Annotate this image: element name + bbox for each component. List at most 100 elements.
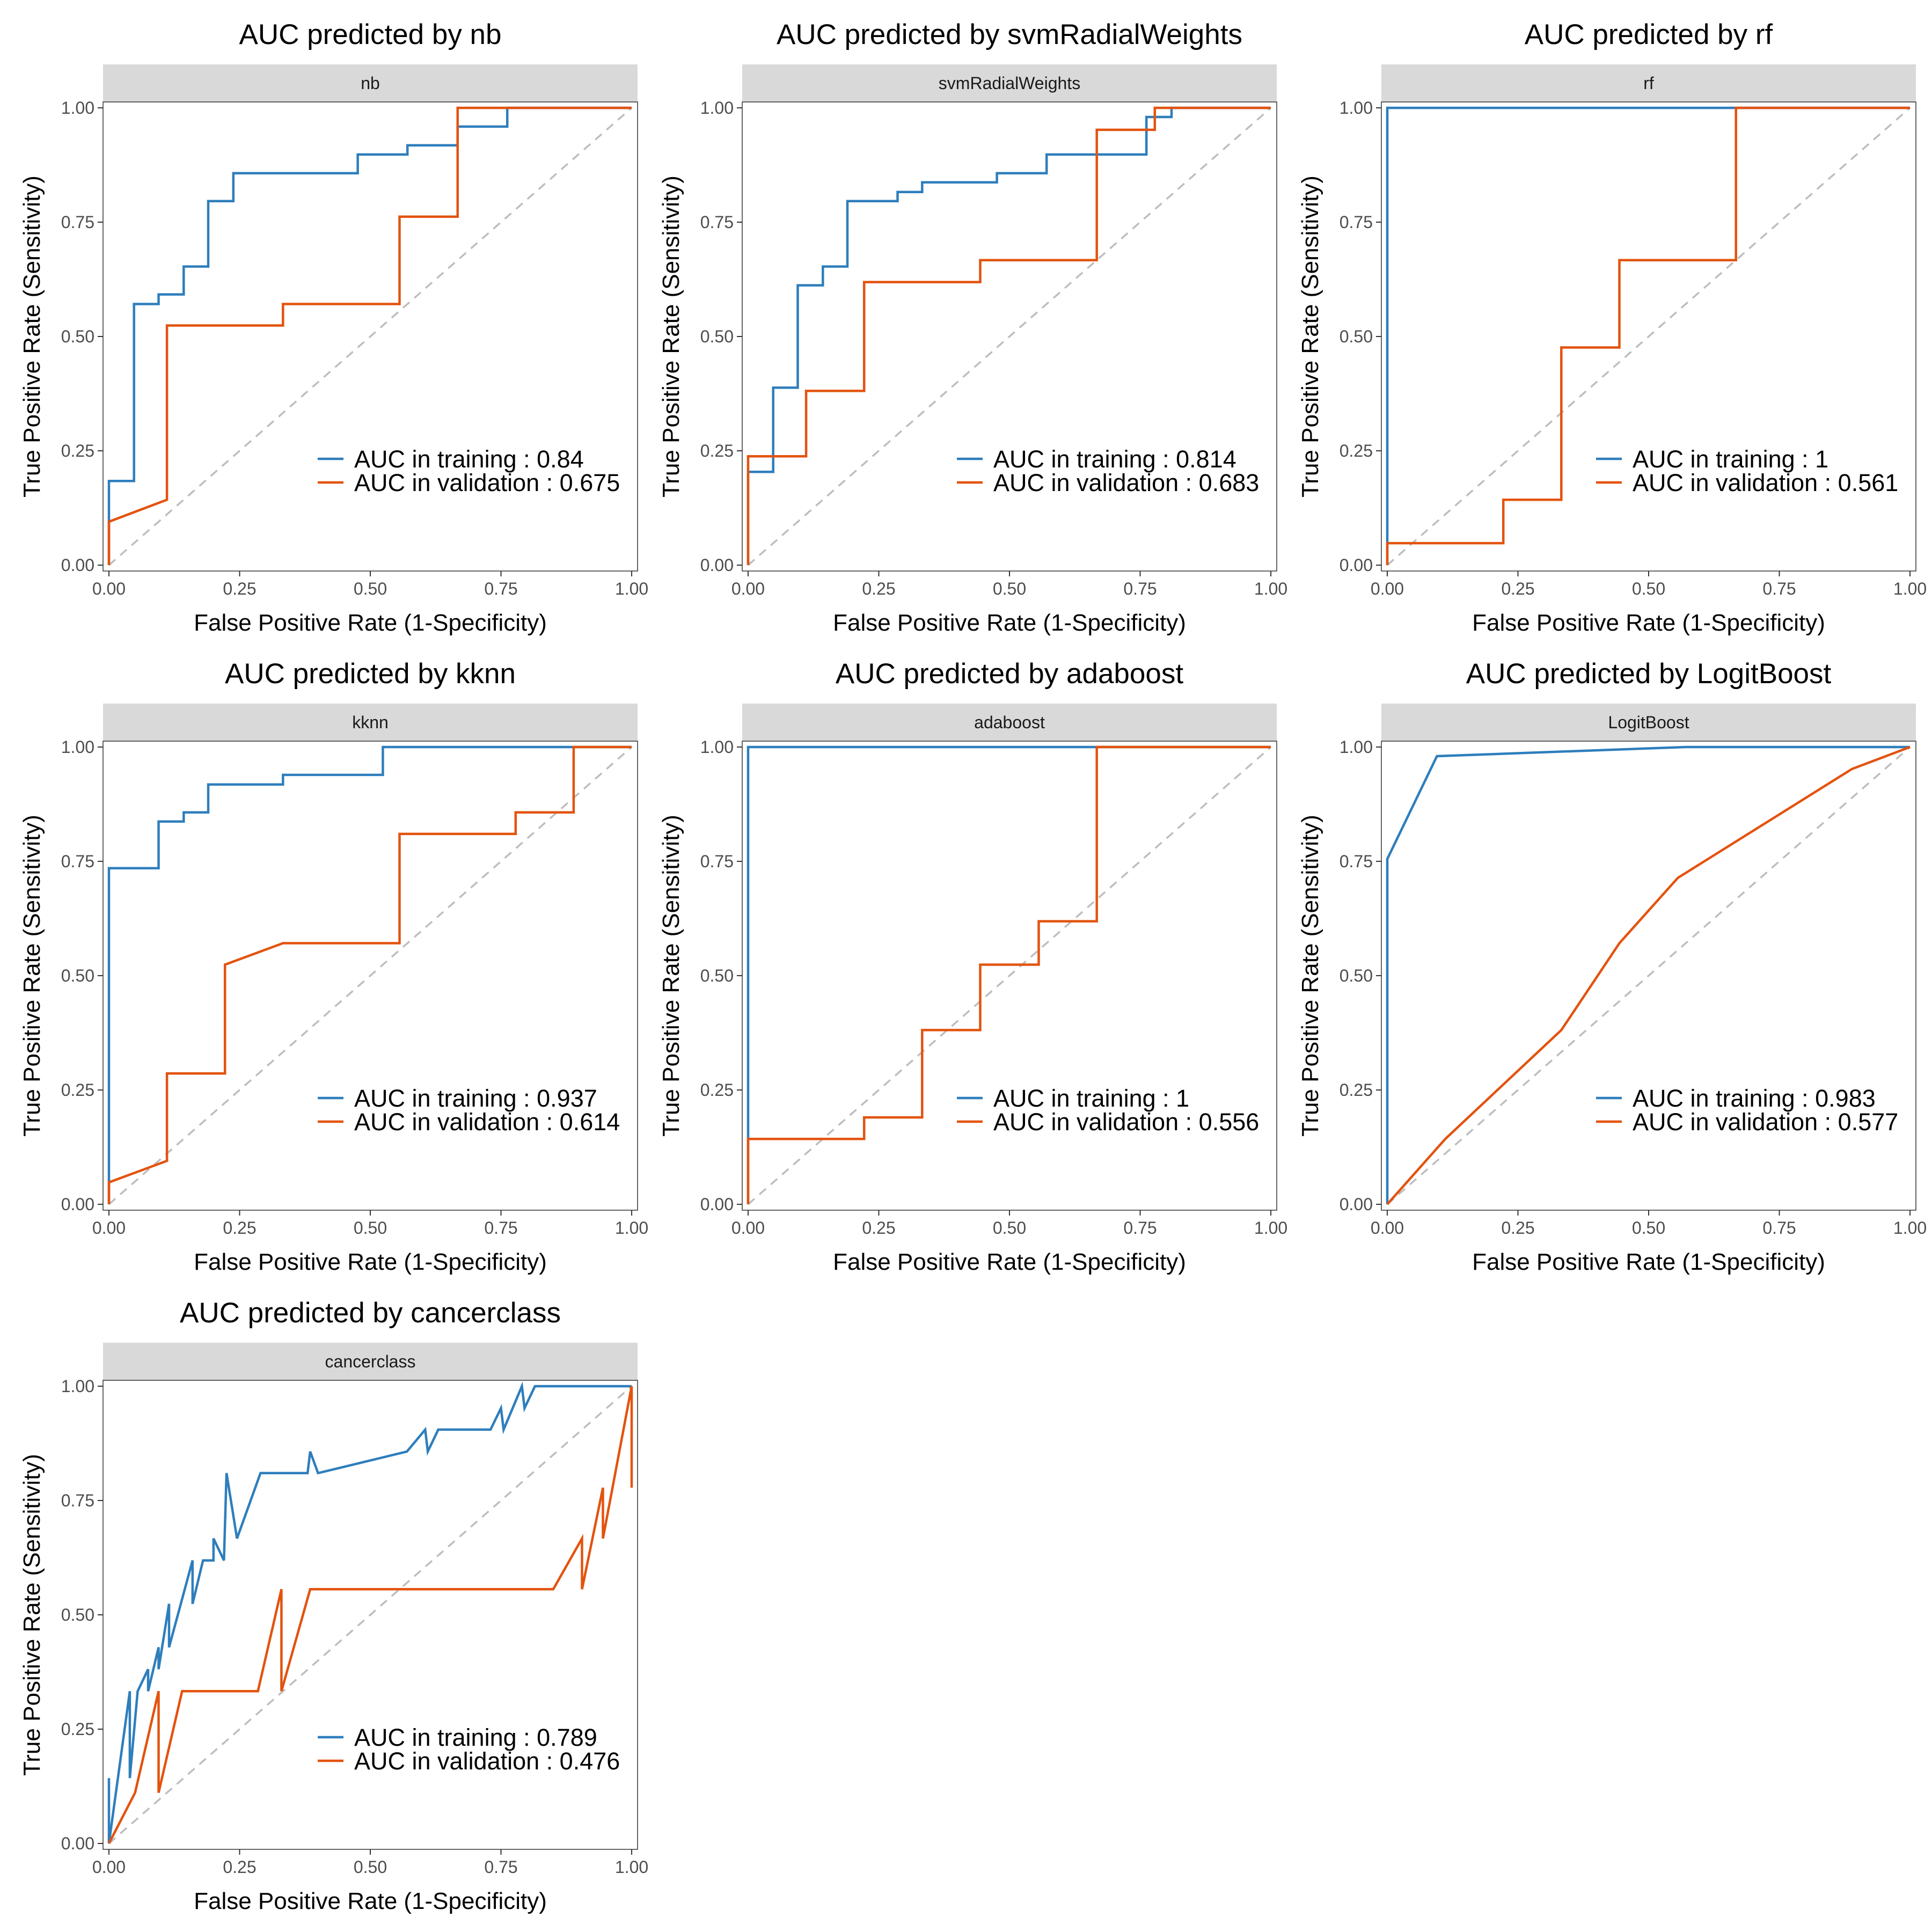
facet-strip-label: svmRadialWeights xyxy=(939,74,1080,93)
y-tick-label: 0.75 xyxy=(61,213,94,232)
facet-strip-label: rf xyxy=(1643,74,1654,93)
legend-label-validation: AUC in validation : 0.556 xyxy=(993,1108,1259,1136)
y-tick-label: 0.00 xyxy=(61,1195,94,1214)
x-tick-label: 0.75 xyxy=(1123,1218,1157,1238)
y-tick-label: 0.00 xyxy=(700,555,734,575)
reference-diagonal xyxy=(747,746,1272,1205)
y-tick-label: 0.00 xyxy=(61,555,94,575)
y-tick-label: 0.50 xyxy=(61,327,94,346)
y-tick-label: 0.50 xyxy=(700,327,734,346)
roc-curve-validation xyxy=(107,1386,633,1845)
facet-strip-label: cancerclass xyxy=(325,1352,416,1371)
x-axis-title: False Positive Rate (1-Specificity) xyxy=(194,1249,547,1275)
chart-panel-LogitBoost: AUC predicted by LogitBoost LogitBoost 0.0… xyxy=(1297,658,1927,1275)
x-tick-label: 1.00 xyxy=(1893,579,1927,598)
y-tick-label: 0.25 xyxy=(700,1080,734,1100)
chart-title: AUC predicted by LogitBoost xyxy=(1466,658,1832,690)
y-tick-label: 0.25 xyxy=(61,1080,94,1100)
y-tick-label: 0.50 xyxy=(61,1605,94,1624)
x-tick-label: 0.75 xyxy=(484,1857,517,1877)
y-tick-label: 0.50 xyxy=(700,966,734,985)
x-tick-label: 0.00 xyxy=(1371,579,1404,598)
x-tick-label: 0.50 xyxy=(1632,1218,1665,1238)
roc-curve-validation xyxy=(747,106,1271,565)
y-tick-label: 0.25 xyxy=(1340,1080,1373,1100)
facet-strip xyxy=(1381,64,1916,102)
y-tick-label: 0.50 xyxy=(61,966,94,985)
legend-label-training: AUC in training : 0.814 xyxy=(993,445,1236,473)
x-tick-label: 1.00 xyxy=(1254,1218,1287,1238)
chart-panel-rf: AUC predicted by rf rf 0.00 0.00 0.25 0.25 0.5… xyxy=(1297,19,1927,636)
chart-title: AUC predicted by rf xyxy=(1525,19,1773,50)
x-tick-label: 0.75 xyxy=(484,579,517,598)
facet-strip xyxy=(103,704,638,741)
y-tick-label: 0.75 xyxy=(1340,852,1373,871)
y-tick-label: 1.00 xyxy=(1340,737,1373,757)
chart-panel-kknn: AUC predicted by kknn kknn 0.00 0.00 0.25 0.2… xyxy=(19,658,648,1275)
chart-title: AUC predicted by nb xyxy=(239,19,501,50)
x-tick-label: 0.00 xyxy=(92,1857,126,1877)
y-axis-title: True Positive Rate (Sensitivity) xyxy=(19,815,45,1137)
x-tick-label: 0.50 xyxy=(993,1218,1026,1238)
y-tick-label: 0.50 xyxy=(1340,327,1373,346)
y-tick-label: 0.50 xyxy=(1340,966,1373,985)
reference-diagonal xyxy=(108,746,633,1205)
roc-curve-training xyxy=(107,745,632,1204)
x-tick-label: 0.25 xyxy=(862,1218,895,1238)
facet-strip-label: kknn xyxy=(352,713,389,732)
y-tick-label: 0.75 xyxy=(61,852,94,871)
x-tick-label: 0.50 xyxy=(354,1857,387,1877)
legend-label-validation: AUC in validation : 0.614 xyxy=(354,1108,620,1136)
x-tick-label: 0.75 xyxy=(1762,1218,1796,1238)
x-axis-title: False Positive Rate (1-Specificity) xyxy=(194,610,547,636)
y-axis-title: True Positive Rate (Sensitivity) xyxy=(658,175,684,497)
chart-panel-cancerclass: AUC predicted by cancerclass cancerclass 0… xyxy=(19,1297,648,1914)
x-tick-label: 0.25 xyxy=(223,1218,256,1238)
x-axis-title: False Positive Rate (1-Specificity) xyxy=(1472,1249,1825,1275)
chart-title: AUC predicted by cancerclass xyxy=(180,1297,561,1329)
legend-label-training: AUC in training : 0.937 xyxy=(354,1085,597,1112)
y-tick-label: 1.00 xyxy=(700,98,734,118)
y-tick-label: 0.00 xyxy=(61,1834,94,1853)
x-tick-label: 1.00 xyxy=(615,1857,648,1877)
reference-diagonal xyxy=(108,107,633,566)
y-tick-label: 1.00 xyxy=(1340,98,1373,118)
facet-strip-label: nb xyxy=(361,74,380,93)
y-axis-title: True Positive Rate (Sensitivity) xyxy=(658,815,684,1137)
legend-label-validation: AUC in validation : 0.476 xyxy=(354,1747,620,1775)
facet-strip xyxy=(742,704,1277,741)
y-tick-label: 0.25 xyxy=(700,441,734,460)
x-tick-label: 0.25 xyxy=(1501,1218,1534,1238)
roc-curve-validation xyxy=(107,745,632,1204)
x-tick-label: 0.25 xyxy=(223,579,256,598)
y-tick-label: 0.00 xyxy=(700,1195,734,1214)
facet-strip-label: adaboost xyxy=(974,713,1045,732)
y-tick-label: 0.00 xyxy=(1340,1195,1373,1214)
y-tick-label: 0.75 xyxy=(700,213,734,232)
reference-diagonal xyxy=(108,1385,633,1845)
y-tick-label: 1.00 xyxy=(61,98,94,118)
x-tick-label: 1.00 xyxy=(1893,1218,1927,1238)
legend-label-training: AUC in training : 1 xyxy=(1633,445,1828,473)
roc-curve-training xyxy=(1386,745,1910,1204)
chart-title: AUC predicted by svmRadialWeights xyxy=(777,19,1242,50)
x-tick-label: 0.75 xyxy=(1123,579,1157,598)
x-tick-label: 0.00 xyxy=(92,1218,126,1238)
x-tick-label: 0.00 xyxy=(92,579,126,598)
chart-title: AUC predicted by adaboost xyxy=(836,658,1183,690)
y-tick-label: 0.75 xyxy=(1340,213,1373,232)
y-tick-label: 1.00 xyxy=(61,737,94,757)
y-tick-label: 1.00 xyxy=(700,737,734,757)
x-tick-label: 1.00 xyxy=(615,579,648,598)
chart-panel-nb: AUC predicted by nb nb 0.00 0.00 0.25 0.25 0.5… xyxy=(19,19,648,636)
x-tick-label: 0.00 xyxy=(1371,1218,1404,1238)
y-tick-label: 0.00 xyxy=(1340,555,1373,575)
roc-curve-validation xyxy=(1386,106,1910,565)
y-axis-title: True Positive Rate (Sensitivity) xyxy=(1297,815,1323,1137)
legend-label-training: AUC in training : 0.84 xyxy=(354,445,584,473)
y-tick-label: 0.25 xyxy=(61,441,94,460)
facet-strip xyxy=(742,64,1277,102)
y-axis-title: True Positive Rate (Sensitivity) xyxy=(1297,175,1323,497)
legend-label-validation: AUC in validation : 0.683 xyxy=(993,469,1259,496)
